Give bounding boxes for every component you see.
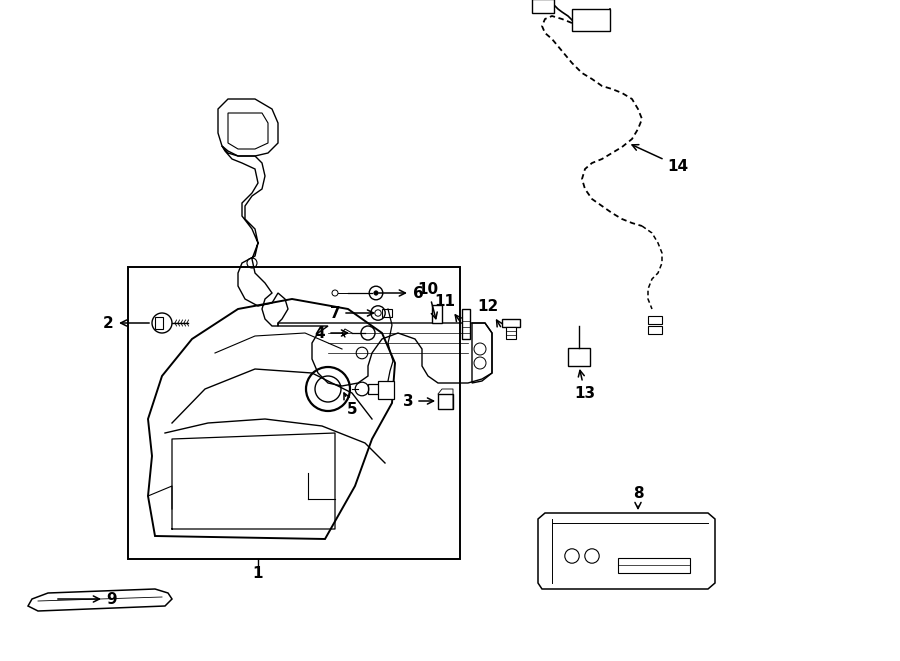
Circle shape [374, 291, 378, 295]
Bar [382, 309, 392, 317]
Bar [648, 326, 662, 334]
Text: 10: 10 [418, 282, 438, 319]
Bar [155, 317, 163, 329]
Text: 5: 5 [344, 393, 357, 416]
Text: 1: 1 [253, 566, 263, 580]
Bar [368, 384, 380, 394]
Bar [648, 316, 662, 324]
Text: 9: 9 [58, 592, 117, 607]
Bar [128, 267, 460, 559]
Bar [438, 394, 453, 409]
Bar [572, 9, 610, 31]
Bar [378, 381, 394, 399]
Text: 12: 12 [477, 299, 502, 327]
Text: 8: 8 [633, 485, 643, 508]
Text: 4: 4 [315, 325, 347, 340]
Text: 2: 2 [103, 315, 149, 330]
Bar [532, 0, 554, 13]
Bar [502, 319, 520, 327]
Text: 7: 7 [329, 305, 373, 321]
Bar [568, 348, 590, 366]
Bar [432, 305, 442, 323]
Text: 14: 14 [632, 145, 688, 173]
Bar [462, 309, 470, 339]
Text: 3: 3 [402, 393, 434, 408]
Bar [506, 327, 516, 339]
Text: 13: 13 [574, 370, 596, 401]
Text: 11: 11 [435, 293, 462, 322]
Text: 6: 6 [379, 286, 423, 301]
Bar [618, 558, 690, 573]
